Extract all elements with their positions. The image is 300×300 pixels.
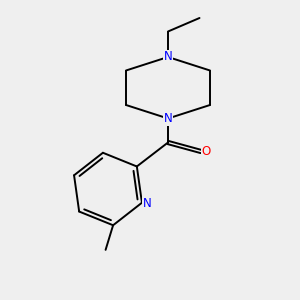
Text: N: N [143, 197, 152, 210]
Text: N: N [164, 112, 172, 125]
Text: O: O [202, 145, 211, 158]
Text: N: N [164, 50, 172, 64]
